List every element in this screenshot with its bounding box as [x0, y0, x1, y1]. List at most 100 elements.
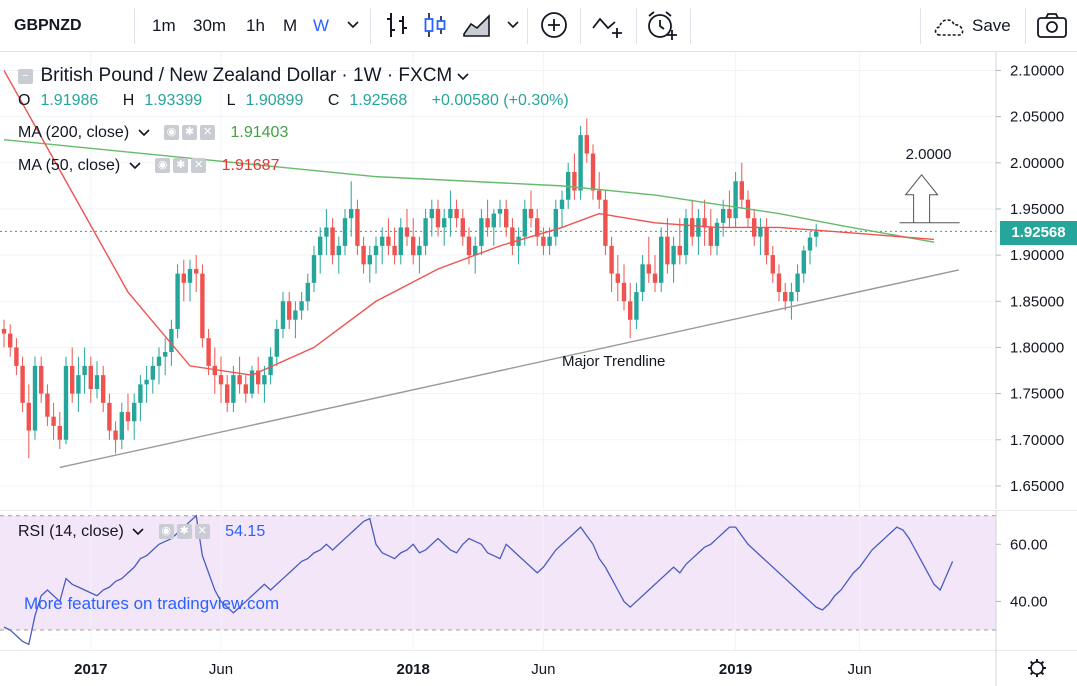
chart-legend-title: − British Pound / New Zealand Dollar · 1…	[18, 65, 469, 87]
area-style-icon[interactable]	[462, 10, 492, 40]
candle-body	[32, 365, 38, 431]
candle-body	[256, 370, 261, 385]
candle-body	[634, 292, 639, 320]
chevron-down-icon[interactable]	[132, 528, 144, 536]
candle-body	[721, 208, 726, 223]
interval-M[interactable]: M	[283, 16, 298, 35]
candle-body	[733, 181, 738, 219]
gear-icon-ring	[1030, 661, 1044, 675]
interval-1h[interactable]: 1h	[246, 16, 265, 35]
price-tick-label: 2.00000	[1010, 155, 1064, 172]
candle-body	[225, 384, 230, 403]
ohlc-readout: O 1.91986 H 1.93399 L 1.90899 C 1.92568 +0.0…	[18, 92, 579, 110]
cloud-icon[interactable]	[932, 13, 968, 39]
gear-icon[interactable]	[1028, 659, 1046, 677]
candle-body	[504, 208, 509, 228]
close-icon[interactable]: ✕	[191, 158, 207, 174]
time-axis[interactable]: 2017 Jun 2018 Jun 2019 Jun	[0, 650, 1077, 686]
candle-body	[516, 236, 521, 246]
candle-body	[473, 245, 478, 256]
watermark[interactable]: More features on tradingview.com	[24, 594, 280, 613]
candle-body	[522, 208, 527, 237]
price-tick-label: 2.10000	[1010, 62, 1064, 79]
interval-30m[interactable]: 30m	[193, 16, 227, 35]
candle-body	[119, 412, 124, 440]
gear-icon-tooth	[1040, 660, 1045, 665]
candle-body	[1, 328, 7, 334]
candle-body	[621, 282, 627, 302]
ma50-line	[3, 70, 935, 376]
chevron-down-icon[interactable]	[457, 73, 469, 81]
candle-body	[57, 425, 62, 440]
compare-icon[interactable]	[591, 10, 625, 40]
candle-body	[274, 328, 279, 357]
low-value: 1.90899	[245, 92, 304, 109]
chevron-down-icon[interactable]	[138, 129, 150, 137]
gear-icon-tooth	[1040, 671, 1045, 676]
interval-W[interactable]: W	[313, 16, 330, 35]
candle-body	[163, 352, 168, 357]
price-chart[interactable]: Major Trendline 2.0000 2.10000 2.05000 2.00…	[0, 52, 1077, 509]
candle-body	[200, 273, 205, 339]
target-label: 2.0000	[906, 146, 952, 163]
candle-body	[26, 402, 31, 431]
symbol-search[interactable]: GBPNZD	[14, 17, 82, 34]
collapse-legend-icon[interactable]: −	[18, 69, 33, 85]
candle-style-icon[interactable]	[422, 10, 448, 40]
candle-body	[169, 328, 174, 353]
camera-icon[interactable]	[1036, 11, 1068, 39]
chevron-down-icon[interactable]	[129, 162, 141, 170]
candle-body	[677, 245, 682, 256]
eye-icon[interactable]: ◉	[155, 158, 171, 174]
price-tick-label: 1.90000	[1010, 247, 1064, 264]
rsi-label: RSI (14, close)	[18, 523, 124, 540]
ma200-value: 1.91403	[230, 124, 289, 141]
ma50-value: 1.91687	[221, 157, 280, 174]
candle-body	[423, 218, 428, 246]
candle-body	[758, 227, 763, 237]
time-tick-label: 2018	[397, 661, 430, 678]
candle-body	[702, 218, 707, 228]
ma200-legend[interactable]: MA (200, close) ◉ ✱ ✕ 1.91403	[18, 124, 288, 142]
gear-icon[interactable]: ✱	[173, 158, 189, 174]
candle-body	[727, 208, 732, 219]
candle-body	[212, 365, 217, 376]
candle-body	[231, 375, 236, 403]
candle-body	[299, 301, 304, 311]
alert-clock-icon[interactable]	[645, 10, 679, 42]
close-icon[interactable]: ✕	[194, 524, 210, 540]
add-indicator-icon[interactable]	[539, 10, 569, 40]
close-label: C	[327, 92, 340, 109]
candle-body	[411, 236, 416, 256]
candle-body	[683, 218, 689, 256]
ma50-legend[interactable]: MA (50, close) ◉ ✱ ✕ 1.91687	[18, 157, 279, 175]
toolbar-divider	[370, 8, 371, 44]
gear-icon[interactable]: ✱	[176, 524, 192, 540]
toolbar-divider	[636, 8, 637, 44]
chevron-down-icon[interactable]	[507, 20, 519, 30]
chevron-down-icon[interactable]	[347, 20, 359, 30]
candle-body	[293, 310, 298, 320]
candle-body	[429, 208, 434, 219]
eye-icon[interactable]: ◉	[158, 524, 174, 540]
candle-body	[113, 430, 118, 440]
close-icon[interactable]: ✕	[200, 125, 216, 141]
candle-body	[187, 268, 193, 283]
last-price-label: 1.92568	[1000, 221, 1077, 245]
candle-body	[287, 301, 292, 320]
candle-body	[218, 375, 224, 385]
open-value: 1.91986	[40, 92, 99, 109]
price-tick-label: 2.05000	[1010, 109, 1064, 126]
candle-body	[652, 273, 658, 283]
gear-icon[interactable]: ✱	[182, 125, 198, 141]
interval-1m[interactable]: 1m	[152, 16, 176, 35]
rsi-legend[interactable]: RSI (14, close) ◉ ✱ ✕ 54.15	[18, 523, 265, 541]
eye-icon[interactable]: ◉	[164, 125, 180, 141]
save-button[interactable]: Save	[972, 16, 1011, 35]
candle-body	[690, 218, 695, 237]
rsi-chart[interactable]: 60.00 40.00	[0, 510, 1077, 650]
bar-style-icon[interactable]	[384, 10, 410, 40]
candle-body	[20, 365, 25, 403]
candle-body	[243, 384, 248, 394]
trendline	[59, 269, 959, 469]
